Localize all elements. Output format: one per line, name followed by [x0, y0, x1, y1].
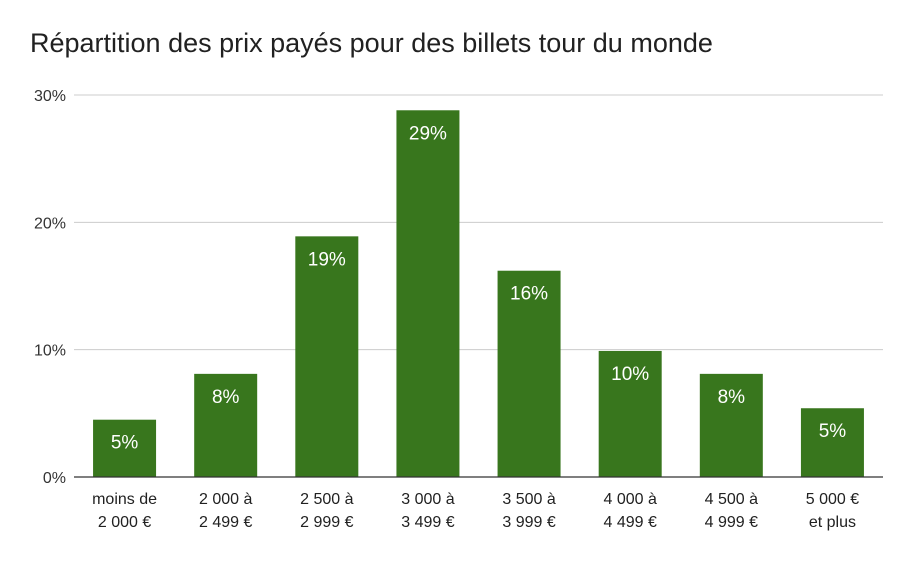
x-tick-label: 4 000 à [603, 491, 656, 508]
x-tick-label: 2 000 à [199, 491, 252, 508]
data-label: 19% [308, 249, 346, 270]
bar [800, 408, 864, 477]
data-labels: 5% 8% 19% 29% 16% 10% 8% 5% [111, 123, 846, 453]
bar [93, 419, 157, 477]
x-tick-label: 2 500 à [300, 491, 353, 508]
bar [396, 110, 460, 477]
y-axis-ticks: 0% 10% 20% 30% [34, 88, 66, 487]
x-tick-label: 2 000 € [98, 514, 151, 531]
x-tick-label: et plus [809, 514, 856, 531]
x-tick-label: 3 999 € [502, 514, 555, 531]
bar [194, 373, 258, 477]
x-tick-label: 2 999 € [300, 514, 353, 531]
x-tick-label: 3 499 € [401, 514, 454, 531]
data-label: 29% [409, 123, 447, 144]
y-tick-label: 20% [34, 215, 66, 232]
gridlines [74, 94, 883, 351]
y-tick-label: 30% [34, 88, 66, 105]
data-label: 8% [718, 387, 746, 408]
data-label: 16% [510, 284, 548, 305]
data-label: 8% [212, 387, 240, 408]
chart-title: Répartition des prix payés pour des bill… [30, 28, 713, 58]
data-label: 10% [611, 364, 649, 385]
x-tick-label: moins de [92, 491, 157, 508]
bar [497, 270, 561, 477]
y-tick-label: 10% [34, 343, 66, 360]
x-axis-ticks: moins de 2 000 € 2 000 à 2 499 € 2 500 à 2 99… [92, 491, 859, 531]
x-tick-label: 4 500 à [705, 491, 758, 508]
x-tick-label: 3 500 à [502, 491, 555, 508]
bar [295, 236, 359, 477]
data-label: 5% [819, 421, 847, 442]
x-tick-label: 4 999 € [705, 514, 758, 531]
data-label: 5% [111, 433, 139, 454]
bar [699, 373, 763, 477]
bars [93, 110, 864, 477]
y-tick-label: 0% [43, 470, 66, 487]
bar [598, 350, 662, 477]
x-tick-label: 3 000 à [401, 491, 454, 508]
x-tick-label: 2 499 € [199, 514, 252, 531]
x-tick-label: 5 000 € [806, 491, 859, 508]
x-tick-label: 4 499 € [603, 514, 656, 531]
